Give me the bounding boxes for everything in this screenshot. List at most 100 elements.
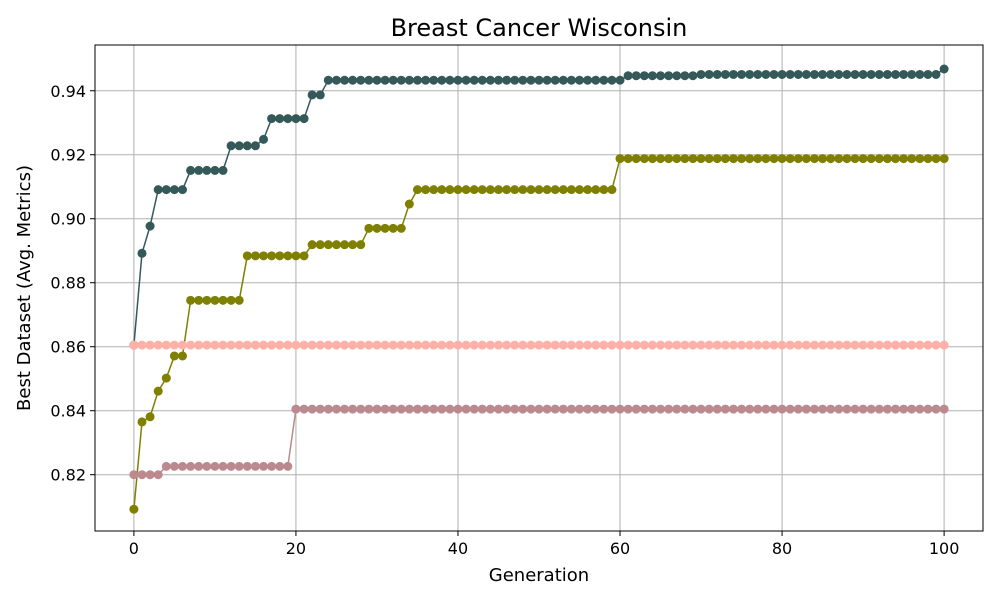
data-point — [145, 221, 155, 231]
data-point — [785, 404, 795, 414]
data-point — [461, 185, 471, 195]
data-point — [866, 404, 876, 414]
plot-frame — [94, 44, 984, 532]
data-point — [639, 404, 649, 414]
data-point — [493, 340, 503, 350]
data-point — [866, 69, 876, 79]
data-point — [307, 404, 317, 414]
data-point — [502, 404, 512, 414]
data-point — [429, 75, 439, 85]
data-point — [696, 154, 706, 164]
data-point — [915, 340, 925, 350]
data-point — [210, 340, 220, 350]
data-point — [664, 154, 674, 164]
data-point — [639, 154, 649, 164]
data-point — [696, 404, 706, 414]
data-point — [404, 404, 414, 414]
data-point — [356, 240, 366, 250]
data-point — [656, 71, 666, 81]
data-point — [923, 69, 933, 79]
data-point — [801, 404, 811, 414]
data-point — [583, 185, 593, 195]
data-point — [469, 185, 479, 195]
data-point — [299, 404, 309, 414]
data-point — [202, 165, 212, 175]
data-point — [404, 199, 414, 209]
data-point — [858, 404, 868, 414]
data-point — [728, 404, 738, 414]
data-point — [315, 340, 325, 350]
data-point — [129, 340, 139, 350]
data-point — [137, 470, 147, 480]
data-point — [793, 404, 803, 414]
data-point — [647, 154, 657, 164]
data-point — [712, 154, 722, 164]
data-point — [818, 69, 828, 79]
data-point — [737, 154, 747, 164]
series-2 — [129, 154, 949, 514]
data-point — [307, 340, 317, 350]
data-point — [858, 69, 868, 79]
data-point — [842, 154, 852, 164]
data-point — [518, 404, 528, 414]
data-point — [477, 340, 487, 350]
data-point — [372, 340, 382, 350]
data-point — [785, 69, 795, 79]
data-point — [485, 185, 495, 195]
data-point — [891, 404, 900, 414]
data-point — [178, 351, 187, 361]
data-point — [372, 223, 382, 233]
data-point — [542, 404, 552, 414]
data-point — [331, 240, 341, 250]
data-point — [923, 154, 933, 164]
data-point — [437, 340, 447, 350]
data-point — [291, 114, 301, 124]
data-point — [485, 404, 495, 414]
data-point — [340, 75, 350, 85]
data-point — [656, 340, 666, 350]
data-point — [534, 75, 544, 85]
data-point — [526, 75, 536, 85]
data-point — [647, 340, 657, 350]
data-point — [340, 340, 350, 350]
data-point — [331, 340, 341, 350]
data-point — [866, 340, 876, 350]
data-point — [307, 90, 317, 100]
data-point — [485, 340, 495, 350]
data-point — [291, 340, 301, 350]
data-point — [259, 461, 269, 471]
data-point — [178, 340, 187, 350]
data-point — [599, 75, 609, 85]
data-point — [647, 71, 657, 81]
data-point — [412, 185, 422, 195]
data-point — [283, 461, 293, 471]
data-point — [801, 340, 811, 350]
series-4 — [129, 404, 949, 480]
data-point — [809, 340, 819, 350]
data-point — [647, 404, 657, 414]
data-point — [874, 404, 884, 414]
data-point — [445, 75, 455, 85]
data-point — [429, 340, 439, 350]
data-point — [891, 69, 900, 79]
data-point — [315, 90, 325, 100]
data-point — [769, 69, 779, 79]
data-point — [656, 404, 666, 414]
data-point — [202, 340, 212, 350]
data-point — [566, 185, 576, 195]
data-point — [866, 154, 876, 164]
series-line — [133, 157, 945, 510]
data-point — [396, 223, 406, 233]
data-point — [226, 141, 236, 151]
data-point — [915, 154, 925, 164]
data-point — [939, 340, 949, 350]
data-point — [688, 154, 698, 164]
data-point — [526, 340, 536, 350]
data-point — [169, 185, 179, 195]
data-point — [639, 71, 649, 81]
data-point — [931, 69, 941, 79]
data-point — [753, 404, 763, 414]
y-tick-label: 0.84 — [50, 402, 86, 421]
data-point — [194, 461, 204, 471]
data-point — [275, 251, 285, 261]
